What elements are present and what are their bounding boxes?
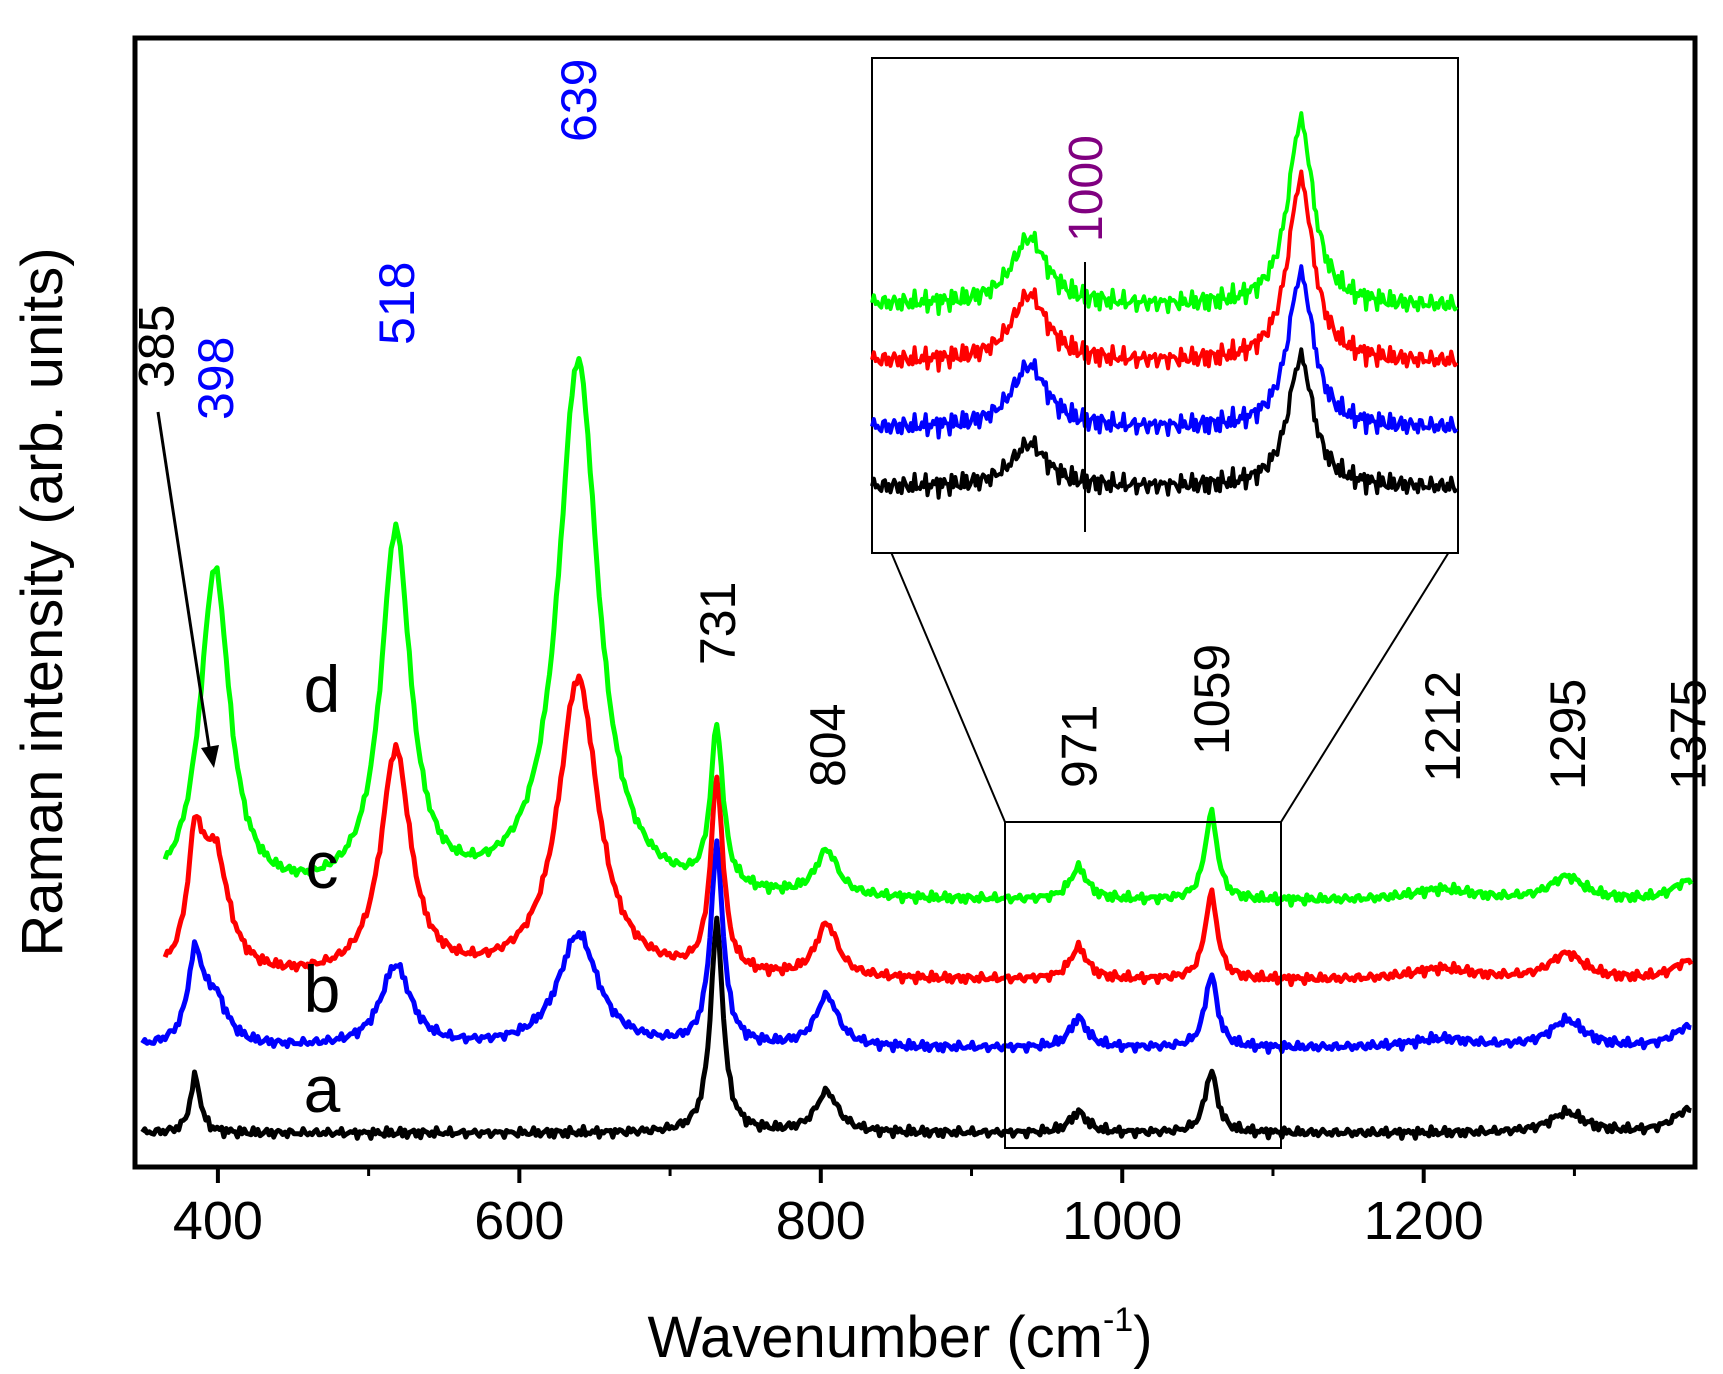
spectrum-d: [162, 356, 1694, 908]
peak-label-398: 398: [188, 337, 244, 420]
inset-spectrum-b: [870, 264, 1459, 440]
plot-frame: [132, 35, 1698, 1170]
spectrum-a: [140, 915, 1692, 1141]
peak-label-971: 971: [1052, 705, 1108, 788]
peak-label-518: 518: [369, 262, 425, 345]
arrow-385-head: [201, 745, 219, 768]
inset-spectrum-a: [870, 347, 1459, 500]
inset-spectrum-d: [870, 111, 1459, 316]
x-axis-title: Wavenumber (cm-1): [647, 1301, 1152, 1370]
zoom-connector-right: [1280, 551, 1450, 823]
spectrum-curves: [140, 356, 1694, 1141]
curve-label-c: c: [306, 828, 339, 902]
curve-label-d: d: [304, 652, 341, 726]
x-tick-label-600: 600: [474, 1191, 564, 1251]
curve-label-a: a: [304, 1052, 341, 1126]
inset-spectrum-c: [870, 169, 1459, 373]
peak-label-731: 731: [690, 582, 746, 665]
zoom-box: [1004, 821, 1282, 1149]
peak-label-385: 385: [128, 305, 184, 388]
arrow-385-line: [156, 411, 213, 761]
peak-label-1059: 1059: [1184, 644, 1240, 755]
x-tick-label-1000: 1000: [1062, 1191, 1182, 1251]
x-axis-title-sup: -1: [1103, 1301, 1133, 1339]
x-axis-title-unit: (cm: [1006, 1305, 1103, 1370]
inset-curves: [870, 111, 1459, 500]
peak-label-1375: 1375: [1661, 679, 1717, 790]
x-axis-title-close: ): [1133, 1305, 1152, 1370]
x-tick-label-1200: 1200: [1364, 1191, 1484, 1251]
x-axis-title-main: Wavenumber: [647, 1305, 990, 1370]
peak-label-639: 639: [551, 59, 607, 142]
zoom-connector-left: [890, 551, 1006, 823]
x-axis-ticks: 400 600 800 1000 1200: [173, 1167, 1576, 1251]
peak-label-804: 804: [800, 704, 856, 787]
x-tick-label-800: 800: [776, 1191, 866, 1251]
peak-labels: 385 398 518 639 731 804 971 1059 1212 1295 1375: [128, 59, 1716, 790]
inset-marker-label: 1000: [1060, 135, 1113, 242]
curve-labels: abc d: [304, 652, 341, 1126]
spectrum-c: [162, 673, 1694, 988]
spectrum-b: [140, 838, 1692, 1055]
peak-label-1212: 1212: [1415, 671, 1471, 782]
peak-label-1295: 1295: [1540, 679, 1596, 790]
y-axis-title: Raman intensity (arb. units): [10, 247, 75, 956]
x-tick-label-400: 400: [173, 1191, 263, 1251]
curve-label-b: b: [304, 952, 341, 1026]
x-axis-title-spacer: [990, 1305, 1006, 1370]
